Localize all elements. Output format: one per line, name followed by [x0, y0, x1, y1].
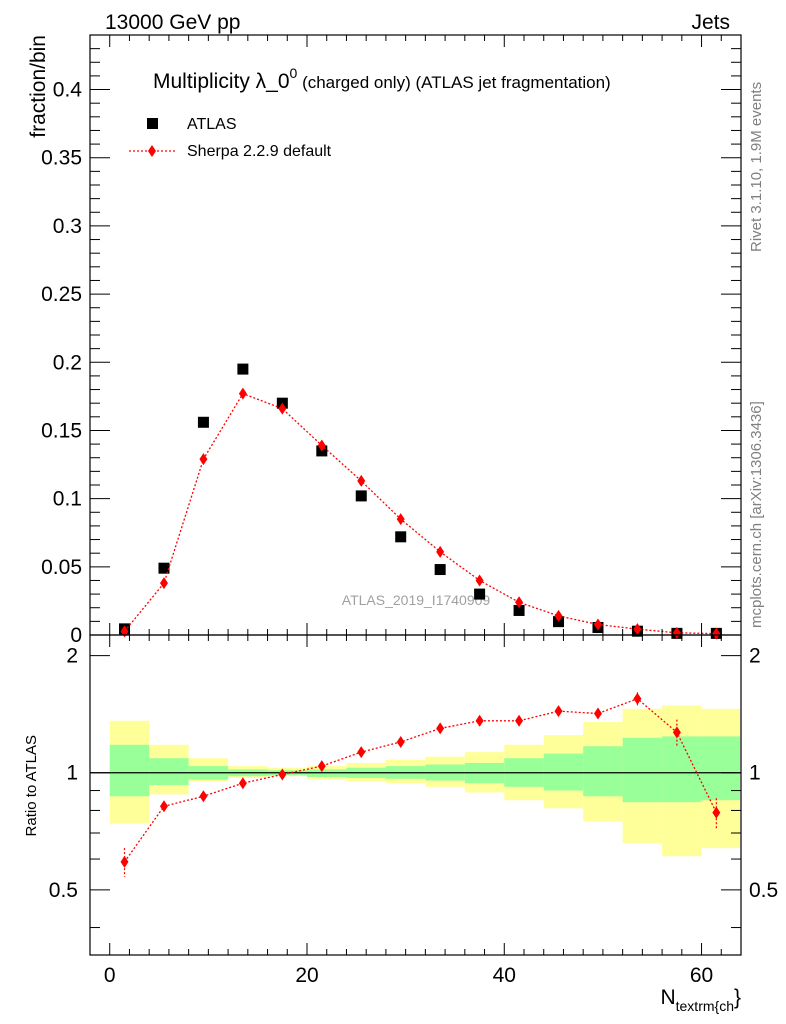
- chart-title-sup: 0: [290, 65, 298, 81]
- x-axis-label-main: N: [660, 986, 675, 1009]
- sherpa-ratio-point: [515, 714, 524, 727]
- x-tick-label: 40: [493, 964, 516, 987]
- sherpa-data-point: [436, 545, 445, 558]
- x-tick-label: 60: [690, 964, 713, 987]
- ratio-y-axis-label: Ratio to ATLAS: [23, 735, 40, 836]
- sherpa-ratio-point: [672, 726, 681, 739]
- sherpa-data-point: [317, 439, 326, 452]
- watermark-label: ATLAS_2019_I1740909: [342, 592, 491, 608]
- sherpa-ratio-point: [475, 714, 484, 727]
- sherpa-ratio-line: [123, 697, 717, 863]
- sherpa-ratio-point: [120, 855, 129, 868]
- sherpa-ratio-point: [554, 705, 563, 718]
- chart-title-rest: (charged only) (ATLAS jet fragmentation): [297, 73, 610, 92]
- ratio-y-tick-label: 1: [66, 762, 78, 785]
- sherpa-data-point: [199, 453, 208, 466]
- atlas-data-point: [513, 604, 525, 616]
- sherpa-ratio-point: [712, 806, 721, 819]
- y-tick-label: 0.25: [41, 283, 82, 306]
- atlas-data-point: [237, 363, 249, 375]
- y-tick-label: 0: [70, 624, 82, 647]
- mcplots-label: mcplots.cern.ch [arXiv:1306.3436]: [748, 401, 765, 628]
- uncertainty-band-inner: [622, 737, 663, 803]
- y-tick-label: 0.3: [53, 215, 82, 238]
- sherpa-data-point: [672, 626, 681, 639]
- uncertainty-band-inner: [543, 753, 584, 791]
- sherpa-data-point: [159, 577, 168, 590]
- sherpa-ratio-point: [357, 746, 366, 759]
- sherpa-data-point: [554, 609, 563, 622]
- x-tick-label: 0: [104, 964, 116, 987]
- sherpa-data-point: [593, 618, 602, 631]
- sherpa-data-point: [515, 596, 524, 609]
- ratio-y-tick-label: 0.5: [49, 879, 78, 902]
- sherpa-ratio-point: [317, 760, 326, 773]
- sherpa-ratio-point: [436, 722, 445, 735]
- sherpa-data-point: [278, 402, 287, 415]
- sherpa-ratio-point: [238, 777, 247, 790]
- sherpa-ratio-point: [396, 735, 405, 748]
- sherpa-ratio-point: [633, 692, 642, 705]
- ratio-panel: 0 20 40 60 0.5 0.5 1 1 2 2: [49, 634, 778, 987]
- y-tick-label: 0.4: [53, 79, 83, 102]
- y-axis-label: fraction/bin: [27, 35, 50, 138]
- atlas-data-point: [158, 562, 170, 574]
- y-tick-label: 0.05: [41, 556, 82, 579]
- uncertainty-band-inner: [662, 736, 702, 803]
- x-axis-label-end: }: [734, 986, 741, 1009]
- chart-title: Multiplicity λ_00 (charged only) (ATLAS …: [153, 65, 611, 93]
- sherpa-data-point: [396, 513, 405, 526]
- y-tick-label: 0.35: [41, 147, 82, 170]
- uncertainty-band-inner: [149, 758, 189, 786]
- legend-sherpa-label: Sherpa 2.2.9 default: [187, 143, 332, 160]
- ratio-frame-border: [89, 634, 742, 956]
- main-panel: ATLAS_2019_I1740909 0 0.05 0.1 0.15 0.2 0.25 0…: [41, 34, 742, 647]
- y-tick-label: 0.2: [53, 351, 82, 374]
- legend-sherpa-marker: [148, 145, 156, 157]
- atlas-data-point: [395, 531, 407, 543]
- legend-atlas-label: ATLAS: [187, 116, 237, 133]
- x-axis-label-sub: textrm{ch: [676, 998, 734, 1014]
- uncertainty-band-inner: [701, 736, 740, 801]
- rivet-version-label: Rivet 3.1.10, 1.9M events: [748, 82, 765, 252]
- uncertainty-band-inner: [583, 746, 623, 797]
- sherpa-ratio-point: [278, 768, 287, 781]
- x-tick-label: 20: [295, 964, 318, 987]
- sherpa-ratio-point: [159, 800, 168, 813]
- ratio-y-tick-label: 2: [66, 645, 78, 668]
- sherpa-data-point: [120, 625, 129, 638]
- y-tick-label: 0.15: [41, 419, 82, 442]
- sherpa-data-point: [633, 623, 642, 636]
- atlas-data-point: [355, 490, 367, 502]
- sherpa-data-point: [712, 627, 721, 640]
- sherpa-data-point: [357, 474, 366, 487]
- sherpa-series-line: [124, 392, 717, 635]
- atlas-data-point: [434, 564, 446, 576]
- legend-atlas-marker: [147, 118, 158, 129]
- atlas-data-point: [197, 416, 209, 428]
- header-energy: 13000 GeV pp: [105, 11, 240, 34]
- sherpa-ratio-point: [593, 707, 602, 720]
- atlas-data-point: [474, 588, 486, 600]
- ratio-y-tick-label-right: 2: [749, 645, 761, 668]
- sherpa-data-point: [238, 387, 247, 400]
- chart-title-main: Multiplicity λ_0: [153, 70, 290, 93]
- ratio-y-tick-label-right: 1: [749, 762, 761, 785]
- uncertainty-band-inner: [109, 744, 150, 797]
- legend: ATLAS Sherpa 2.2.9 default: [129, 116, 332, 160]
- ratio-y-tick-label-right: 0.5: [749, 879, 778, 902]
- y-tick-label: 0.1: [53, 488, 82, 511]
- header-process: Jets: [691, 11, 730, 34]
- sherpa-data-point: [475, 574, 484, 587]
- sherpa-ratio-point: [199, 790, 208, 803]
- x-axis-label: Ntextrm{ch}: [660, 986, 741, 1014]
